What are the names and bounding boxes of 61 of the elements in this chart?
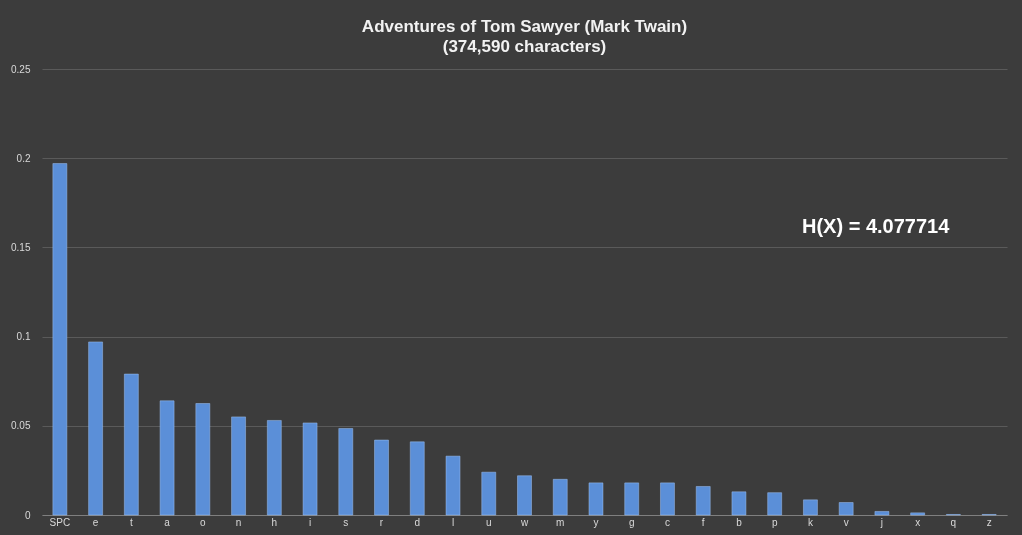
x-tick-label: b bbox=[736, 516, 743, 528]
y-tick-label: 0 bbox=[24, 509, 31, 521]
x-tick-label: a bbox=[164, 516, 171, 528]
x-tick-label: z bbox=[986, 516, 992, 528]
bar bbox=[838, 502, 854, 516]
x-tick-label: d bbox=[414, 516, 421, 528]
x-tick-label: w bbox=[519, 516, 529, 528]
bar bbox=[195, 403, 211, 516]
annotation: H(X) = 4.077714 bbox=[802, 215, 951, 237]
x-tick-label: v bbox=[843, 516, 849, 528]
x-tick-label: o bbox=[200, 516, 207, 528]
bar bbox=[302, 422, 318, 516]
x-tick-label: t bbox=[129, 516, 133, 528]
bar bbox=[731, 491, 747, 516]
x-tick-label: f bbox=[701, 516, 705, 528]
x-tick-label: l bbox=[451, 516, 455, 528]
x-tick-label: u bbox=[485, 516, 492, 528]
bar bbox=[374, 439, 389, 516]
bar bbox=[445, 455, 461, 516]
bar bbox=[660, 482, 675, 516]
bar bbox=[517, 475, 532, 516]
bar bbox=[695, 486, 711, 516]
bar bbox=[910, 512, 925, 516]
x-tick-label: s bbox=[343, 516, 349, 528]
x-tick-label: c bbox=[664, 516, 670, 528]
bar bbox=[410, 441, 425, 516]
x-tick-label: n bbox=[235, 516, 242, 528]
x-tick-label: e bbox=[92, 516, 99, 528]
x-tick-label: m bbox=[556, 516, 565, 528]
x-tick-label: q bbox=[950, 516, 957, 528]
x-tick-label: y bbox=[593, 516, 599, 528]
x-tick-label: x bbox=[915, 516, 921, 528]
bar bbox=[159, 400, 175, 516]
bar bbox=[803, 499, 818, 516]
y-tick-label: 0.05 bbox=[11, 420, 31, 432]
y-tick-label: 0.1 bbox=[16, 331, 31, 343]
x-tick-label: j bbox=[879, 516, 884, 528]
bar bbox=[552, 479, 568, 516]
x-tick-label: i bbox=[308, 516, 312, 528]
x-tick-label: k bbox=[807, 516, 814, 528]
y-tick-label: 0.25 bbox=[11, 63, 31, 75]
bar bbox=[481, 471, 497, 516]
chart-title: Adventures of Tom Sawyer (Mark Twain) bbox=[361, 17, 688, 36]
x-tick-label: p bbox=[771, 516, 778, 528]
bar bbox=[624, 482, 639, 516]
bar bbox=[88, 341, 103, 516]
y-tick-label: 0.2 bbox=[16, 152, 31, 164]
x-tick-label: SPC bbox=[49, 516, 71, 528]
chart-subtitle: (374,590 characters) bbox=[442, 37, 607, 56]
y-tick-label: 0.15 bbox=[11, 241, 31, 253]
bar bbox=[338, 428, 354, 516]
bar bbox=[588, 482, 604, 516]
bar bbox=[124, 373, 139, 516]
x-tick-label: h bbox=[271, 516, 278, 528]
bar bbox=[231, 416, 246, 516]
bar bbox=[767, 492, 782, 516]
x-tick-label: r bbox=[379, 516, 384, 528]
x-tick-label: g bbox=[628, 516, 635, 528]
bar bbox=[874, 511, 890, 516]
bar bbox=[267, 420, 282, 516]
bar bbox=[52, 163, 68, 516]
